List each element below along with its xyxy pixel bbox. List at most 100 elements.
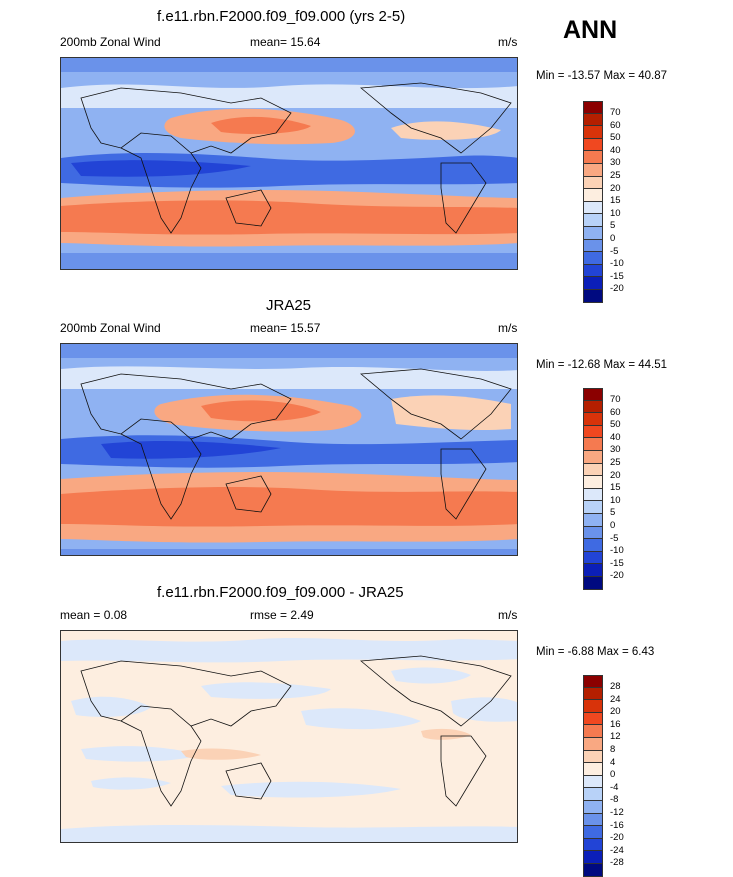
colorbar-label: 20 xyxy=(610,182,621,194)
colorbar-swatch xyxy=(583,201,603,215)
colorbar-label: -12 xyxy=(610,807,624,818)
colorbar-label: 70 xyxy=(610,394,621,405)
colorbar-label: -15 xyxy=(610,270,624,282)
colorbar-label: -16 xyxy=(610,819,624,831)
colorbar-label: -5 xyxy=(610,245,619,257)
colorbar-swatch xyxy=(583,687,603,701)
panel3-rmse: rmse = 2.49 xyxy=(250,608,314,622)
colorbar-label: 70 xyxy=(610,107,621,118)
colorbar-label: 15 xyxy=(610,195,621,207)
panel3-mean: mean = 0.08 xyxy=(60,608,128,622)
colorbar-label: -15 xyxy=(610,557,624,569)
colorbar-label: 30 xyxy=(610,444,621,456)
colorbar-label: -20 xyxy=(610,283,624,295)
colorbar-swatch xyxy=(583,488,603,502)
colorbar-label: 5 xyxy=(610,507,616,519)
colorbar-swatch xyxy=(583,539,603,552)
colorbar-label: 15 xyxy=(610,482,621,494)
colorbar-label: -10 xyxy=(610,545,624,557)
panel3-title: f.e11.rbn.F2000.f09_f09.000 - JRA25 xyxy=(157,584,404,601)
colorbar-swatch xyxy=(583,101,603,114)
colorbar-label: 4 xyxy=(610,756,616,768)
colorbar-label: 10 xyxy=(610,494,621,506)
colorbar-label: 25 xyxy=(610,457,621,468)
panel2-map-field xyxy=(61,344,517,555)
colorbar-swatch xyxy=(583,450,603,464)
panel1-title: f.e11.rbn.F2000.f09_f09.000 (yrs 2-5) xyxy=(157,8,406,25)
colorbar-swatch xyxy=(583,501,603,514)
panel3-units: m/s xyxy=(498,608,518,622)
colorbar-swatch xyxy=(583,388,603,401)
colorbar-swatch xyxy=(583,239,603,253)
season-label: ANN xyxy=(563,16,618,44)
colorbar-swatch xyxy=(583,126,603,139)
panel2-colorbar xyxy=(583,388,603,590)
colorbar-swatch xyxy=(583,775,603,789)
colorbar-swatch xyxy=(583,138,603,152)
colorbar-label: -10 xyxy=(610,258,624,270)
colorbar-label: -4 xyxy=(610,781,619,793)
colorbar-label: 12 xyxy=(610,731,621,743)
colorbar-swatch xyxy=(583,252,603,265)
panel3-minmax: Min = -6.88 Max = 6.43 xyxy=(536,646,655,658)
colorbar-label: -8 xyxy=(610,794,619,806)
colorbar-label: -28 xyxy=(610,857,624,869)
colorbar-swatch xyxy=(583,189,603,202)
colorbar-label: -24 xyxy=(610,844,624,856)
panel1-mean: mean= 15.64 xyxy=(250,35,321,49)
panel1-colorbar xyxy=(583,101,603,303)
colorbar-label: 10 xyxy=(610,207,621,219)
panel1-units: m/s xyxy=(498,35,518,49)
colorbar-label: 28 xyxy=(610,681,621,692)
colorbar-swatch xyxy=(583,214,603,227)
colorbar-swatch xyxy=(583,813,603,827)
panel3-colorbar xyxy=(583,675,603,877)
colorbar-swatch xyxy=(583,750,603,764)
colorbar-swatch xyxy=(583,513,603,527)
colorbar-swatch xyxy=(583,800,603,814)
colorbar-label: 0 xyxy=(610,233,616,244)
panel3-map-field xyxy=(61,631,517,842)
colorbar-label: 5 xyxy=(610,220,616,232)
panel1-field-label: 200mb Zonal Wind xyxy=(60,35,161,49)
colorbar-label: 24 xyxy=(610,693,621,705)
panel2-map xyxy=(60,343,518,556)
colorbar-swatch xyxy=(583,712,603,726)
colorbar-label: 30 xyxy=(610,157,621,169)
colorbar-swatch xyxy=(583,438,603,451)
colorbar-swatch xyxy=(583,400,603,414)
colorbar-swatch xyxy=(583,737,603,751)
colorbar-label: 50 xyxy=(610,419,621,431)
colorbar-label: -20 xyxy=(610,570,624,582)
colorbar-swatch xyxy=(583,264,603,278)
panel1-minmax: Min = -13.57 Max = 40.87 xyxy=(536,70,668,82)
colorbar-label: 25 xyxy=(610,170,621,181)
colorbar-swatch xyxy=(583,476,603,489)
colorbar-swatch xyxy=(583,163,603,177)
panel2-field-label: 200mb Zonal Wind xyxy=(60,321,161,335)
colorbar-label: 20 xyxy=(610,469,621,481)
colorbar-swatch xyxy=(583,289,603,303)
panel1-map xyxy=(60,57,518,270)
colorbar-swatch xyxy=(583,277,603,290)
colorbar-swatch xyxy=(583,725,603,738)
colorbar-label: 0 xyxy=(610,769,616,781)
colorbar-swatch xyxy=(583,151,603,164)
colorbar-swatch xyxy=(583,576,603,590)
colorbar-swatch xyxy=(583,113,603,127)
panel2-title: JRA25 xyxy=(266,297,312,314)
panel2-mean: mean= 15.57 xyxy=(250,321,321,335)
colorbar-swatch xyxy=(583,526,603,540)
colorbar-swatch xyxy=(583,826,603,839)
colorbar-label: 60 xyxy=(610,119,621,131)
colorbar-swatch xyxy=(583,176,603,190)
colorbar-label: 0 xyxy=(610,520,616,531)
panel3-map xyxy=(60,630,518,843)
colorbar-label: 8 xyxy=(610,744,616,755)
colorbar-swatch xyxy=(583,851,603,864)
colorbar-swatch xyxy=(583,425,603,439)
colorbar-swatch xyxy=(583,700,603,713)
colorbar-swatch xyxy=(583,788,603,801)
colorbar-swatch xyxy=(583,564,603,577)
colorbar-label: 20 xyxy=(610,706,621,718)
